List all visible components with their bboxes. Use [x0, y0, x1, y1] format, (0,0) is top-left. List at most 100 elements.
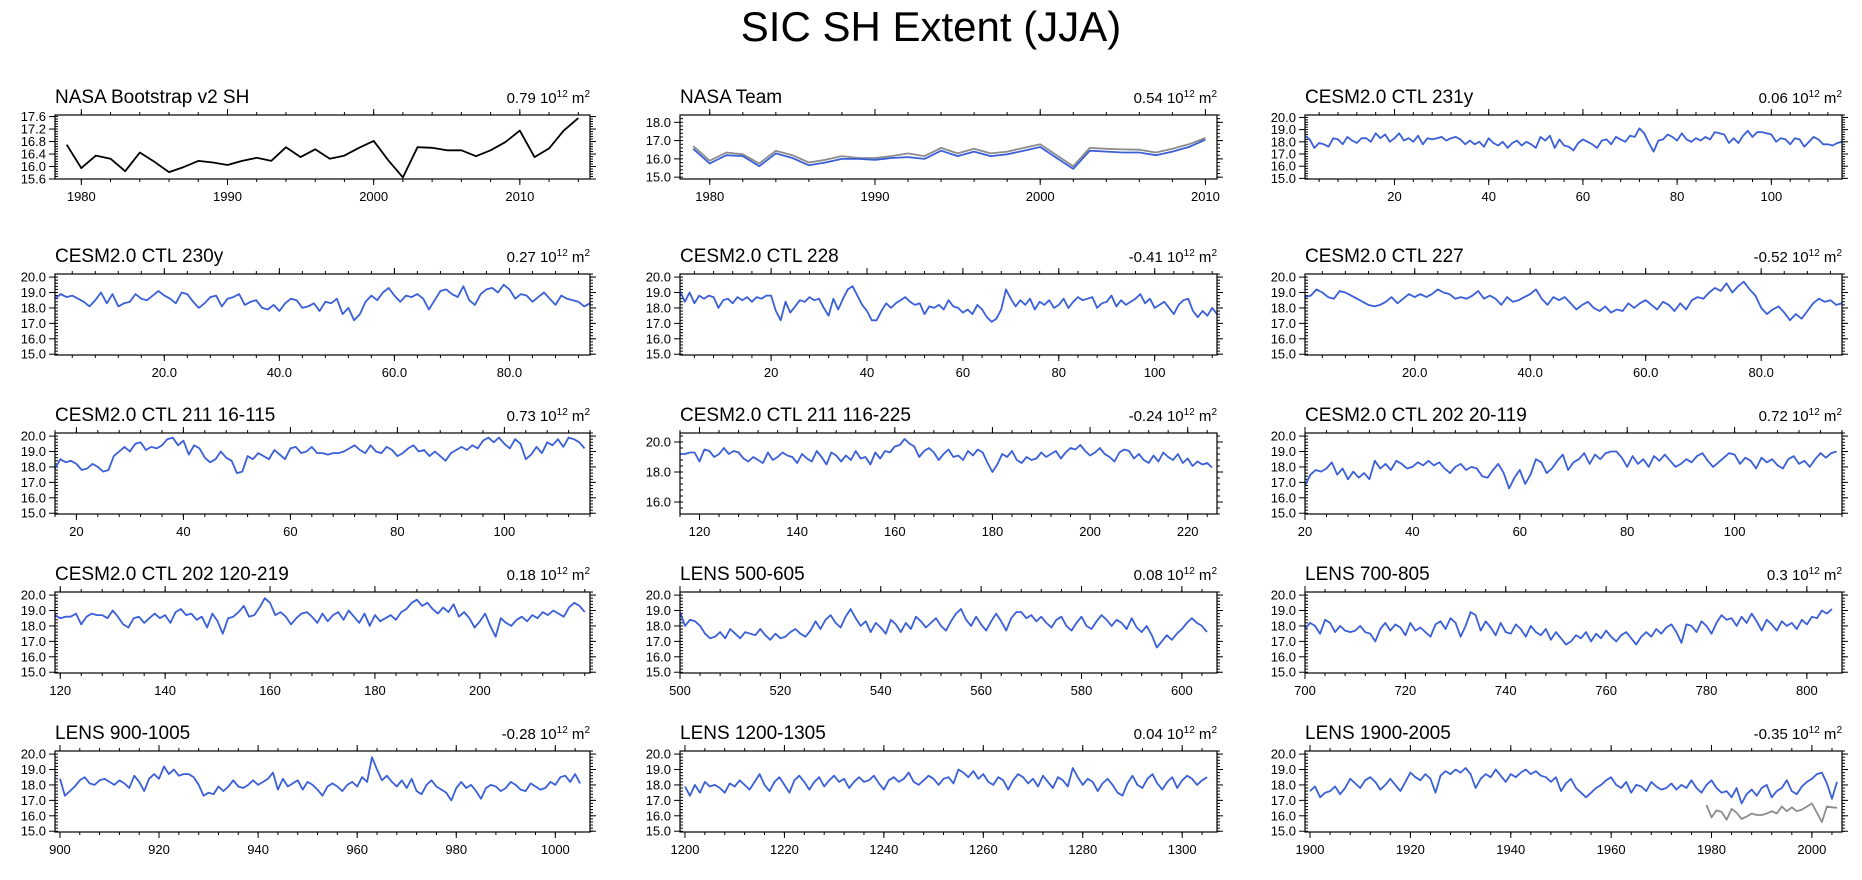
- plot-frame: [54, 273, 591, 356]
- trend-label: -0.41 1012 m2: [1129, 248, 1218, 266]
- panel-11: LENS 500-605 0.08 1012 m2 15.016.017.018.0…: [646, 564, 1223, 698]
- x-tick-label: 40: [1481, 189, 1495, 204]
- x-tick-label: 560: [970, 683, 992, 698]
- trend-value: 0.54 10: [1134, 90, 1184, 107]
- x-tick-label: 80: [1052, 365, 1066, 380]
- y-tick-label: 18.0: [1271, 300, 1296, 315]
- trend-exponent: 12: [1184, 248, 1196, 259]
- y-tick-label: 20.0: [646, 270, 671, 285]
- y-tick-label: 16.0: [21, 490, 46, 505]
- trend-label: 0.73 1012 m2: [507, 407, 591, 425]
- y-tick-label: 17.0: [1271, 147, 1296, 162]
- x-tick-label: 160: [259, 683, 281, 698]
- y-tick-label: 17.0: [1271, 634, 1296, 649]
- panel-title: LENS 500-605: [680, 564, 805, 585]
- x-tick-label: 60: [1513, 524, 1527, 539]
- x-tick-label: 600: [1171, 683, 1193, 698]
- y-tick-label: 16.4: [21, 147, 46, 162]
- y-tick-label: 17.0: [646, 793, 671, 808]
- panel-title: LENS 700-805: [1305, 564, 1430, 585]
- x-tick-label: 920: [148, 842, 170, 857]
- panel-3: CESM2.0 CTL 231y 0.06 1012 m2 15.016.017.0…: [1271, 87, 1848, 204]
- y-tick-label: 16.0: [1271, 331, 1296, 346]
- trend-unit: m: [568, 726, 585, 743]
- x-tick-label: 2010: [505, 189, 534, 204]
- y-tick-label: 19.0: [1271, 444, 1296, 459]
- y-tick-label: 18.0: [646, 465, 671, 480]
- plot-frame: [54, 114, 591, 180]
- plot-frame: [54, 432, 591, 515]
- y-tick-label: 15.0: [1271, 665, 1296, 680]
- y-tick-label: 16.0: [1271, 159, 1296, 174]
- y-tick-label: 19.0: [646, 603, 671, 618]
- x-tick-label: 2000: [359, 189, 388, 204]
- trend-value: 0.04 10: [1134, 726, 1184, 743]
- x-tick-label: 800: [1796, 683, 1818, 698]
- trend-exponent: 12: [1809, 89, 1821, 100]
- y-tick-label: 15.6: [21, 172, 46, 187]
- trend-unit-power: 2: [1211, 725, 1217, 736]
- x-tick-label: 40: [176, 524, 190, 539]
- trend-unit-power: 2: [1211, 407, 1217, 418]
- x-tick-label: 60: [1576, 189, 1590, 204]
- y-tick-label: 19.0: [646, 285, 671, 300]
- x-tick-label: 60.0: [382, 365, 407, 380]
- x-tick-label: 60: [956, 365, 970, 380]
- y-tick-label: 16.0: [21, 159, 46, 174]
- y-tick-label: 16.0: [1271, 649, 1296, 664]
- x-tick-label: 1200: [671, 842, 700, 857]
- y-tick-label: 18.0: [21, 777, 46, 792]
- y-tick-label: 16.0: [1271, 490, 1296, 505]
- panel-title: CESM2.0 CTL 202 120-219: [55, 564, 289, 585]
- trend-label: 0.08 1012 m2: [1134, 566, 1218, 584]
- panel-title: CESM2.0 CTL 228: [680, 246, 839, 267]
- y-tick-label: 19.0: [21, 603, 46, 618]
- y-tick-label: 16.8: [21, 134, 46, 149]
- y-tick-label: 15.0: [646, 347, 671, 362]
- series-line-2: [1705, 802, 1838, 823]
- x-tick-label: 40: [1405, 524, 1419, 539]
- x-tick-label: 80.0: [1749, 365, 1774, 380]
- trend-value: 0.3 10: [1767, 567, 1809, 584]
- y-tick-label: 17.0: [646, 634, 671, 649]
- y-tick-label: 17.0: [646, 133, 671, 148]
- trend-unit-power: 2: [1836, 248, 1842, 259]
- x-tick-label: 760: [1595, 683, 1617, 698]
- y-tick-label: 19.0: [1271, 122, 1296, 137]
- y-tick-label: 19.0: [1271, 762, 1296, 777]
- panel-12: LENS 700-805 0.3 1012 m215.016.017.018.01…: [1271, 564, 1848, 698]
- y-tick-label: 16.0: [646, 808, 671, 823]
- y-tick-label: 18.0: [1271, 618, 1296, 633]
- trend-unit: m: [1820, 408, 1837, 425]
- y-tick-label: 15.0: [21, 506, 46, 521]
- panel-title: CESM2.0 CTL 230y: [55, 246, 224, 267]
- plot-frame: [679, 591, 1218, 674]
- x-tick-label: 940: [247, 842, 269, 857]
- trend-unit-power: 2: [1836, 566, 1842, 577]
- trend-exponent: 12: [1809, 248, 1821, 259]
- y-tick-label: 20.0: [646, 435, 671, 450]
- y-tick-label: 15.0: [1271, 824, 1296, 839]
- trend-unit: m: [1195, 567, 1212, 584]
- y-tick-label: 18.0: [21, 300, 46, 315]
- trend-exponent: 12: [1184, 407, 1196, 418]
- trend-exponent: 12: [1809, 407, 1821, 418]
- series-line-1: [59, 756, 581, 802]
- plot-frame: [679, 750, 1218, 833]
- panel-title: CESM2.0 CTL 211 16-115: [55, 405, 275, 426]
- x-tick-label: 40.0: [267, 365, 292, 380]
- y-tick-label: 19.0: [21, 762, 46, 777]
- y-tick-label: 17.0: [646, 316, 671, 331]
- trend-unit-power: 2: [1211, 566, 1217, 577]
- trend-unit-power: 2: [1836, 407, 1842, 418]
- y-tick-label: 20.0: [646, 588, 671, 603]
- y-tick-label: 15.0: [21, 824, 46, 839]
- trend-unit-power: 2: [584, 407, 590, 418]
- y-tick-label: 16.0: [646, 649, 671, 664]
- y-tick-label: 15.0: [646, 665, 671, 680]
- x-tick-label: 20: [69, 524, 83, 539]
- x-tick-label: 100: [1724, 524, 1746, 539]
- panel-title: CESM2.0 CTL 202 20-119: [1305, 405, 1527, 426]
- y-tick-label: 18.0: [21, 618, 46, 633]
- trend-unit-power: 2: [584, 725, 590, 736]
